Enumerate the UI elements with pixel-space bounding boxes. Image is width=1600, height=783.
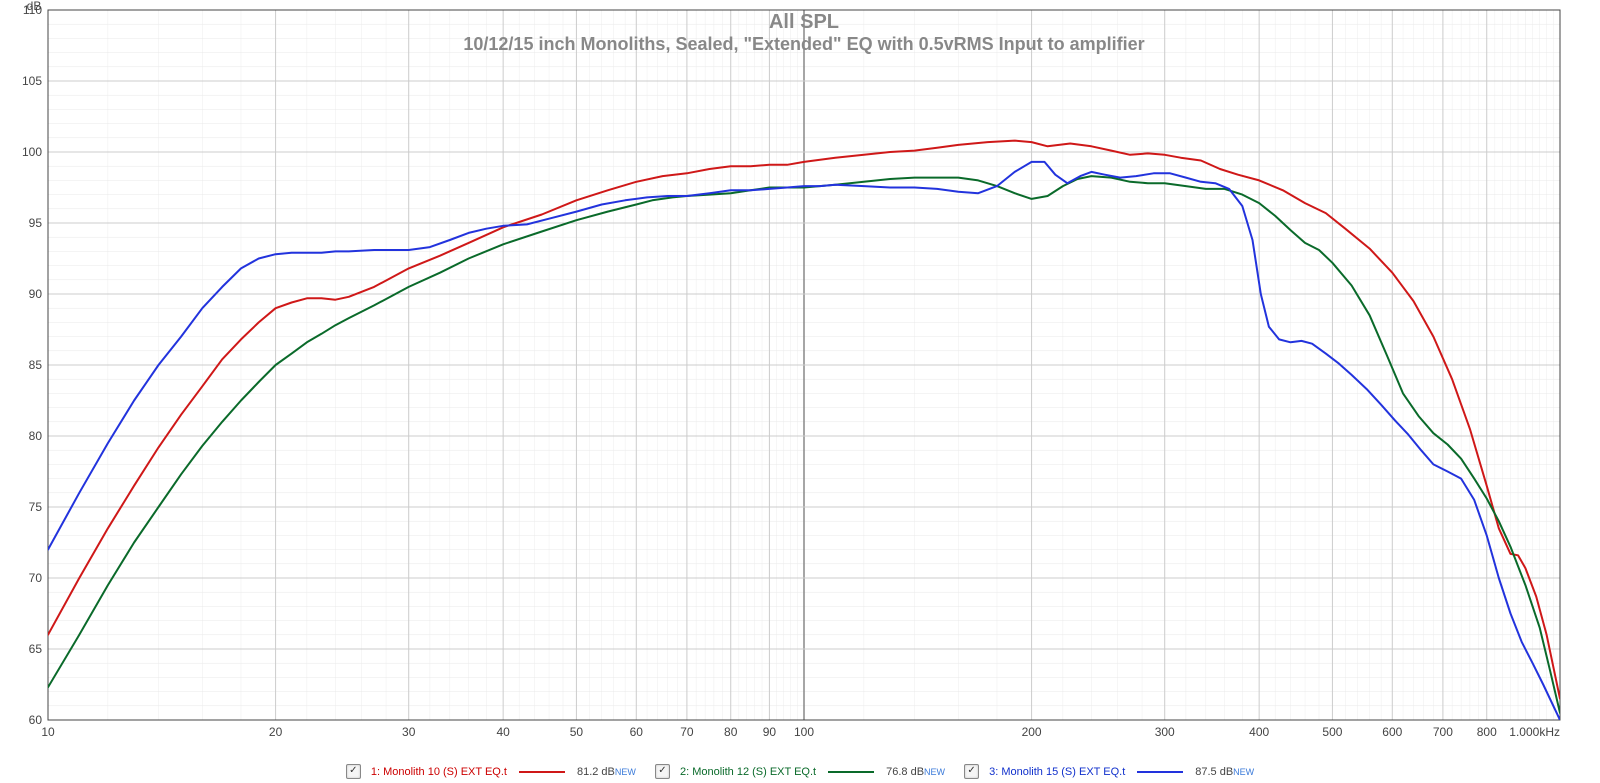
- legend-value-1: 81.2 dB: [577, 766, 615, 778]
- svg-text:300: 300: [1155, 725, 1175, 739]
- svg-text:60: 60: [29, 713, 43, 727]
- legend-label-1: 1: Monolith 10 (S) EXT EQ.t: [371, 766, 507, 778]
- svg-text:70: 70: [29, 571, 43, 585]
- svg-text:40: 40: [496, 725, 510, 739]
- legend-new-2: NEW: [924, 767, 945, 777]
- svg-text:80: 80: [29, 429, 43, 443]
- legend-item-1[interactable]: ✓ 1: Monolith 10 (S) EXT EQ.t 81.2 dBNEW: [346, 764, 636, 779]
- svg-text:1.000kHz: 1.000kHz: [1509, 725, 1560, 739]
- svg-text:100: 100: [22, 145, 42, 159]
- legend-value-3: 87.5 dB: [1195, 766, 1233, 778]
- legend-swatch-2: [828, 771, 874, 773]
- svg-text:90: 90: [29, 287, 43, 301]
- svg-text:50: 50: [570, 725, 584, 739]
- svg-text:All SPL: All SPL: [769, 11, 839, 33]
- svg-text:105: 105: [22, 74, 42, 88]
- legend: ✓ 1: Monolith 10 (S) EXT EQ.t 81.2 dBNEW…: [0, 764, 1600, 779]
- svg-text:85: 85: [29, 358, 43, 372]
- svg-text:65: 65: [29, 642, 43, 656]
- legend-item-3[interactable]: ✓ 3: Monolith 15 (S) EXT EQ.t 87.5 dBNEW: [964, 764, 1254, 779]
- svg-text:95: 95: [29, 216, 43, 230]
- svg-text:20: 20: [269, 725, 283, 739]
- svg-text:500: 500: [1322, 725, 1342, 739]
- svg-text:800: 800: [1477, 725, 1497, 739]
- legend-value-2: 76.8 dB: [886, 766, 924, 778]
- svg-text:70: 70: [680, 725, 694, 739]
- svg-text:30: 30: [402, 725, 416, 739]
- svg-text:90: 90: [763, 725, 777, 739]
- legend-new-3: NEW: [1233, 767, 1254, 777]
- legend-checkbox-3[interactable]: ✓: [964, 764, 979, 779]
- svg-text:600: 600: [1382, 725, 1402, 739]
- svg-text:400: 400: [1249, 725, 1269, 739]
- svg-text:75: 75: [29, 500, 43, 514]
- svg-text:10: 10: [41, 725, 55, 739]
- legend-swatch-3: [1137, 771, 1183, 773]
- svg-text:60: 60: [630, 725, 644, 739]
- legend-checkbox-2[interactable]: ✓: [655, 764, 670, 779]
- legend-item-2[interactable]: ✓ 2: Monolith 12 (S) EXT EQ.t 76.8 dBNEW: [655, 764, 945, 779]
- spl-chart: 6065707580859095100105110dB1020304050607…: [0, 0, 1600, 783]
- legend-checkbox-1[interactable]: ✓: [346, 764, 361, 779]
- svg-text:80: 80: [724, 725, 738, 739]
- legend-swatch-1: [519, 771, 565, 773]
- legend-label-3: 3: Monolith 15 (S) EXT EQ.t: [989, 766, 1125, 778]
- svg-text:100: 100: [794, 725, 814, 739]
- legend-new-1: NEW: [615, 767, 636, 777]
- svg-text:200: 200: [1022, 725, 1042, 739]
- svg-text:700: 700: [1433, 725, 1453, 739]
- chart-svg: 6065707580859095100105110dB1020304050607…: [0, 0, 1600, 760]
- svg-text:10/12/15 inch Monoliths, Seale: 10/12/15 inch Monoliths, Sealed, "Extend…: [463, 34, 1144, 54]
- svg-text:dB: dB: [27, 0, 42, 13]
- legend-label-2: 2: Monolith 12 (S) EXT EQ.t: [680, 766, 816, 778]
